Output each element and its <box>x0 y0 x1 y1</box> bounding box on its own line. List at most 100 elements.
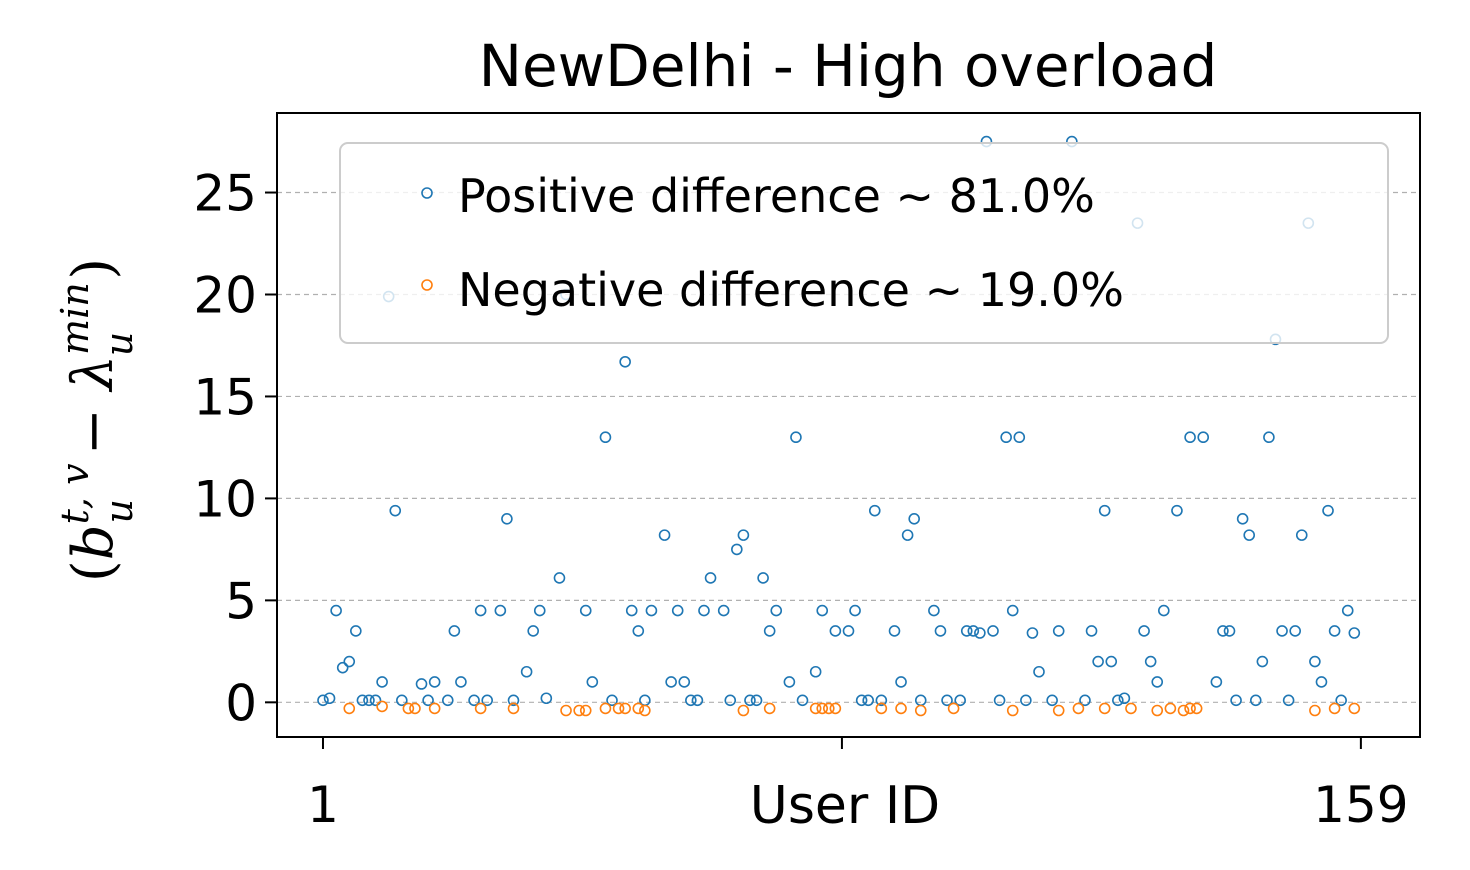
y-tick-label: 20 <box>193 266 257 324</box>
y-axis-ticks: 0 5 10 15 20 25 <box>193 165 277 732</box>
legend-label-positive: Positive difference ~ 81.0% <box>458 169 1095 223</box>
data-point-positive <box>1230 694 1242 707</box>
x-axis-ticks: 1 159 <box>307 737 1409 834</box>
data-point-positive <box>757 572 769 584</box>
data-point-positive <box>1085 625 1098 637</box>
data-point-positive <box>1348 627 1361 639</box>
data-point-negative <box>632 702 645 715</box>
ylabel-open: ( <box>61 560 126 582</box>
data-point-positive <box>928 604 940 617</box>
data-point-positive <box>501 513 513 525</box>
data-point-positive <box>1282 694 1295 707</box>
data-point-positive <box>1000 431 1012 444</box>
svg-text:(bt, vu − λminu): (bt, vu − λminu) <box>53 258 141 582</box>
data-point-positive <box>350 625 362 637</box>
data-point-negative <box>560 704 572 717</box>
data-point-positive <box>376 676 388 688</box>
data-point-positive <box>1223 625 1236 637</box>
data-point-positive <box>678 676 691 688</box>
data-point-negative <box>639 704 651 717</box>
data-point-positive <box>796 694 809 707</box>
data-point-positive <box>468 694 480 707</box>
data-point-negative <box>829 702 842 715</box>
data-point-positive <box>645 604 658 617</box>
data-point-positive <box>704 572 717 584</box>
data-point-positive <box>632 625 645 637</box>
data-point-positive <box>737 529 750 541</box>
data-point-negative <box>1164 702 1177 715</box>
data-points <box>317 135 1361 717</box>
data-point-positive <box>363 694 375 707</box>
data-point-positive <box>1295 529 1308 541</box>
data-point-positive <box>599 431 612 444</box>
data-point-positive <box>415 678 428 690</box>
data-point-positive <box>1171 504 1183 517</box>
data-point-positive <box>1276 625 1288 637</box>
y-tick-label: 15 <box>193 368 257 426</box>
data-point-negative <box>428 702 441 715</box>
data-point-negative <box>1177 704 1190 717</box>
data-point-positive <box>1006 604 1019 617</box>
data-point-negative <box>507 702 520 715</box>
data-point-negative <box>737 704 750 717</box>
data-point-positive <box>527 625 539 637</box>
data-point-positive <box>665 676 677 688</box>
data-point-negative <box>1072 702 1085 715</box>
data-point-positive <box>941 694 953 707</box>
data-point-positive <box>1046 694 1058 707</box>
data-point-positive <box>868 504 881 517</box>
data-point-negative <box>1309 704 1321 717</box>
data-point-positive <box>1092 655 1104 668</box>
data-point-negative <box>763 702 776 715</box>
data-point-negative <box>875 702 888 715</box>
data-point-positive <box>323 692 336 705</box>
data-point-positive <box>993 694 1006 707</box>
data-point-positive <box>816 604 829 617</box>
data-point-positive <box>533 604 546 617</box>
y-tick-label: 25 <box>193 165 257 223</box>
data-point-positive <box>507 694 520 707</box>
data-point-negative <box>1190 702 1203 715</box>
data-point-positive <box>974 627 986 639</box>
ylabel-minus: − <box>61 390 126 473</box>
data-point-negative <box>1125 702 1137 715</box>
data-point-positive <box>770 604 783 617</box>
data-point-positive <box>1309 655 1321 668</box>
data-point-positive <box>888 625 901 637</box>
legend-label-negative: Negative difference ~ 19.0% <box>458 263 1124 317</box>
data-point-positive <box>1184 431 1196 444</box>
data-point-positive <box>724 694 737 707</box>
data-point-positive <box>698 604 710 617</box>
data-point-positive <box>895 676 907 688</box>
data-point-negative <box>409 702 421 715</box>
data-point-positive <box>967 625 980 637</box>
y-axis-label: (bt, vu − λminu) <box>53 258 141 582</box>
data-point-positive <box>1158 604 1170 617</box>
data-point-positive <box>862 694 875 707</box>
ylabel-sup1: t, v <box>53 463 97 524</box>
data-point-negative <box>612 702 625 715</box>
data-point-positive <box>1112 694 1124 707</box>
data-point-positive <box>717 604 730 617</box>
ylabel-lambda: λ <box>61 355 126 393</box>
data-point-positive <box>481 694 494 707</box>
data-point-positive <box>1013 431 1026 444</box>
data-point-positive <box>1236 513 1249 525</box>
data-point-negative <box>947 702 960 715</box>
data-point-positive <box>763 625 776 637</box>
y-tick-label: 10 <box>193 470 257 528</box>
data-point-positive <box>790 431 802 444</box>
data-point-negative <box>376 700 388 713</box>
data-point-positive <box>842 625 855 637</box>
data-point-negative <box>1052 704 1065 717</box>
data-point-positive <box>1052 625 1065 637</box>
data-point-positive <box>750 694 763 707</box>
data-point-positive <box>1315 676 1328 688</box>
data-point-positive <box>625 604 638 617</box>
data-point-positive <box>1243 529 1256 541</box>
data-point-negative <box>1151 704 1164 717</box>
data-point-positive <box>330 604 342 617</box>
y-tick-label: 5 <box>225 572 257 630</box>
data-point-positive <box>783 676 796 688</box>
